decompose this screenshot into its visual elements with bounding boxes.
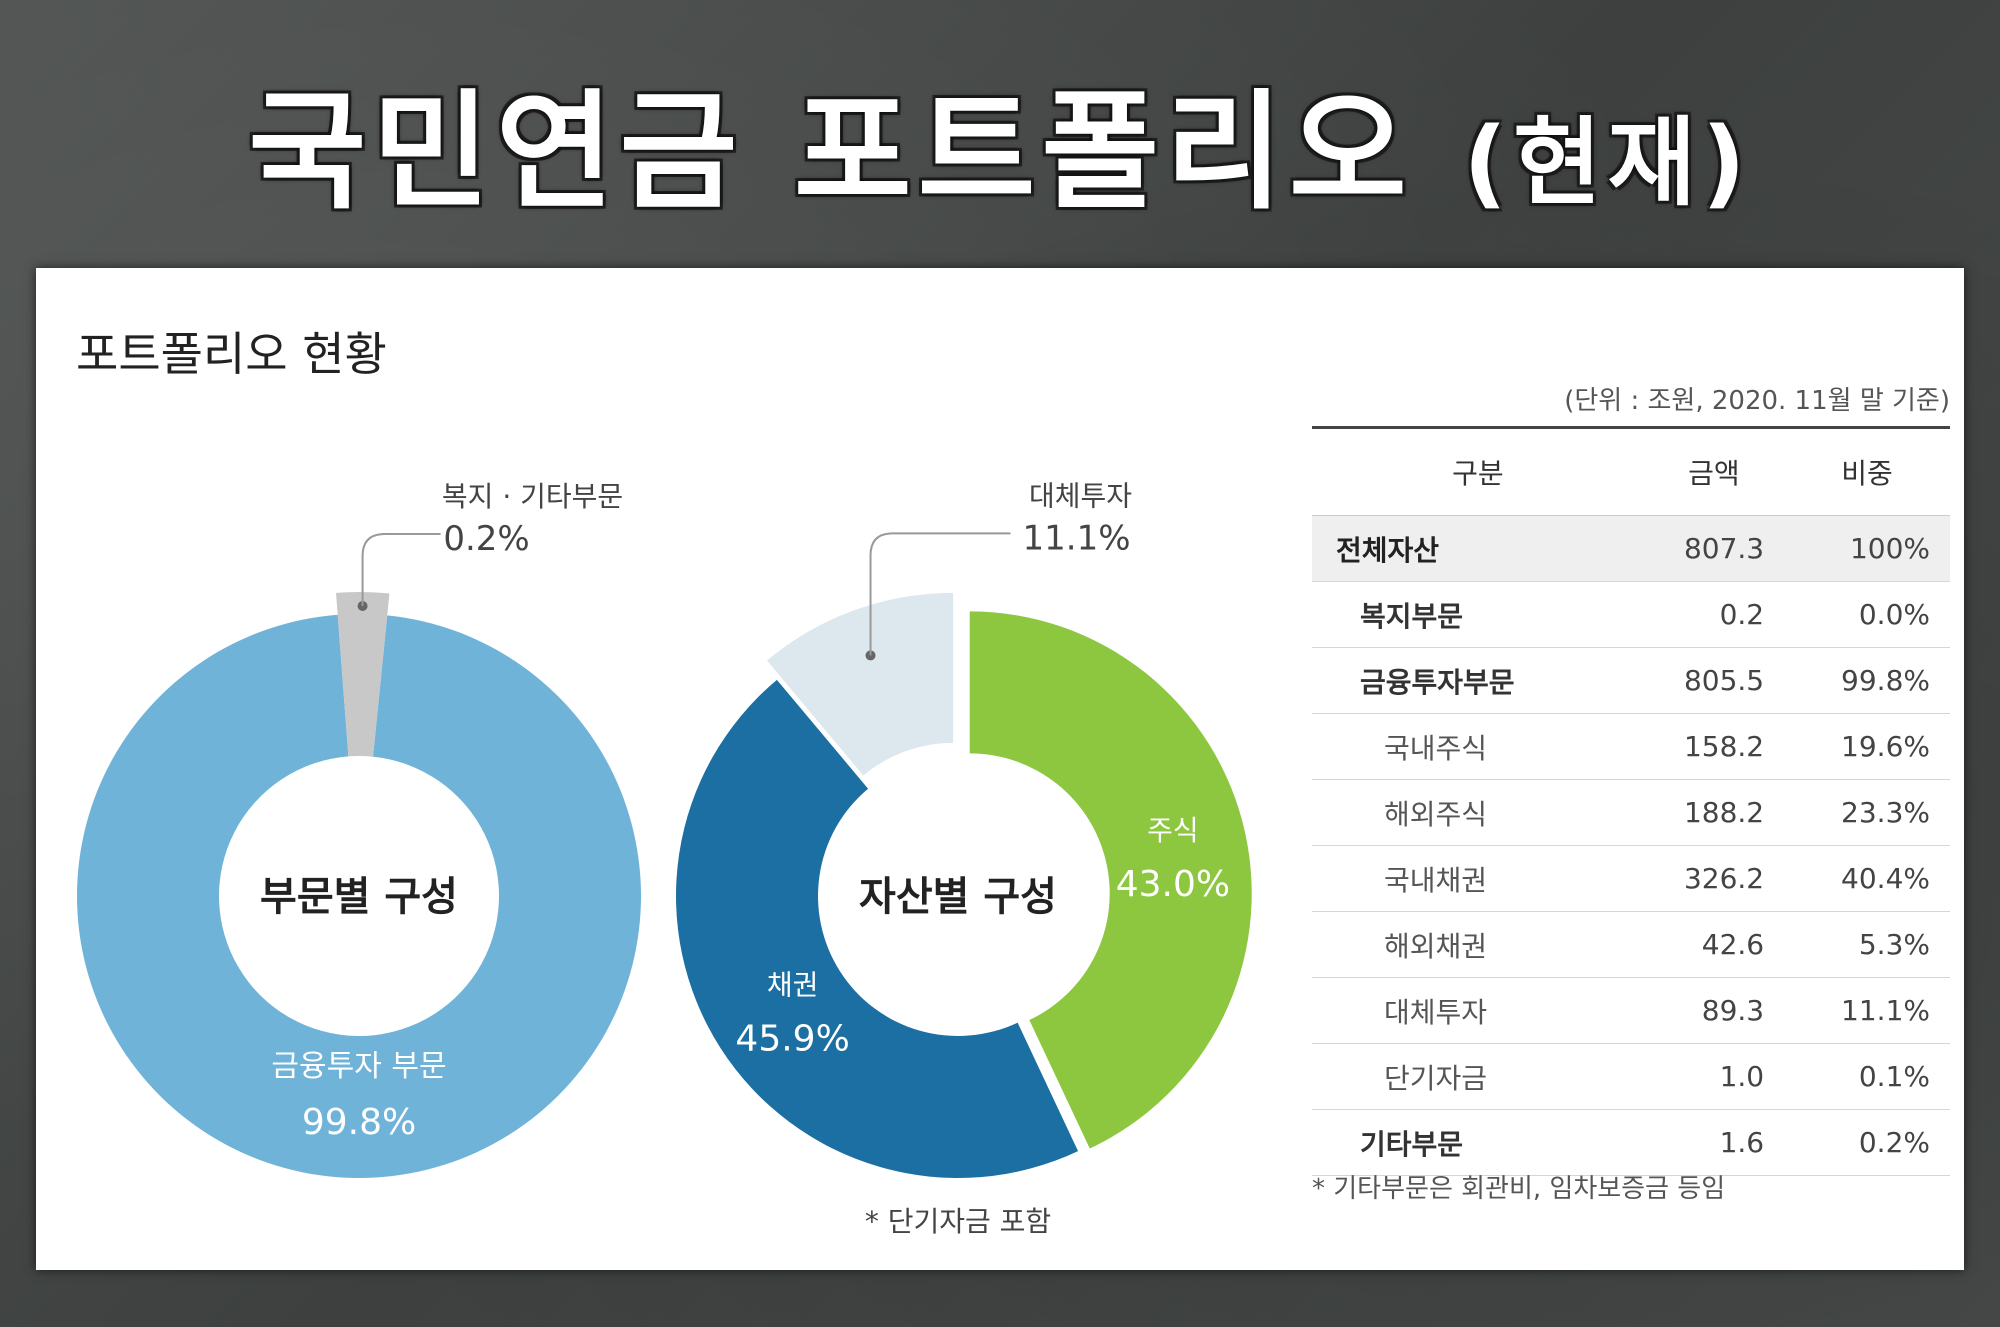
title-paren: (현재) <box>1463 107 1752 219</box>
table-header-row: 구분 금액 비중 <box>1312 426 1950 516</box>
header-share: 비중 <box>1784 426 1950 516</box>
table-row: 대체투자 89.3 11.1% <box>1312 977 1950 1044</box>
row-share: 100% <box>1784 515 1950 582</box>
label-financial-investment: 금융투자 부문 <box>271 1049 446 1084</box>
row-share: 40.4% <box>1784 845 1950 912</box>
row-amount: 1.6 <box>1643 1109 1785 1176</box>
table-body: 전체자산 807.3 100% 복지부문 0.2 0.0% 금융투자부문 805.5 99.8%… <box>1312 515 1950 1176</box>
row-share: 0.0% <box>1784 581 1950 648</box>
center-label-sector: 부문별 구성 <box>260 874 458 920</box>
label-alternatives: 대체투자 <box>1029 479 1132 512</box>
row-category: 전체자산 <box>1312 515 1644 582</box>
header-amount: 금액 <box>1643 426 1785 516</box>
row-category: 해외채권 <box>1312 911 1644 978</box>
value-alternatives: 11.1% <box>1023 518 1131 558</box>
panel-title: 포트폴리오 현황 <box>76 327 387 381</box>
row-category: 해외주식 <box>1312 779 1644 846</box>
unit-note: (단위 : 조원, 2020. 11월 말 기준) <box>1564 386 1950 416</box>
leader-line <box>869 532 1011 656</box>
label-stocks: 주식 <box>1147 814 1199 847</box>
page-title: 국민연금 포트폴리오 (현재) <box>0 48 2000 233</box>
row-amount: 807.3 <box>1643 515 1785 582</box>
slice-stocks <box>969 611 1252 1149</box>
table-row: 국내채권 326.2 40.4% <box>1312 845 1950 912</box>
leader-line <box>361 533 441 607</box>
row-share: 0.2% <box>1784 1109 1950 1176</box>
row-category: 단기자금 <box>1312 1043 1644 1110</box>
row-share: 19.6% <box>1784 713 1950 780</box>
row-amount: 1.0 <box>1643 1043 1785 1110</box>
value-stocks: 43.0% <box>1116 864 1230 905</box>
row-amount: 188.2 <box>1643 779 1785 846</box>
table-row: 전체자산 807.3 100% <box>1312 515 1950 582</box>
table-row: 금융투자부문 805.5 99.8% <box>1312 647 1950 714</box>
table-row: 기타부문 1.6 0.2% <box>1312 1109 1950 1176</box>
chart-footnote: * 단기자금 포함 <box>865 1205 1051 1238</box>
row-category: 금융투자부문 <box>1312 647 1644 714</box>
row-category: 국내채권 <box>1312 845 1644 912</box>
row-amount: 805.5 <box>1643 647 1785 714</box>
row-share: 0.1% <box>1784 1043 1950 1110</box>
row-category: 기타부문 <box>1312 1109 1644 1176</box>
row-share: 11.1% <box>1784 977 1950 1044</box>
table-row: 복지부문 0.2 0.0% <box>1312 581 1950 648</box>
label-welfare-other: 복지 · 기타부문 <box>442 480 623 513</box>
portfolio-panel: 포트폴리오 현황 (단위 : 조원, 2020. 11월 말 기준) 복지 · … <box>36 268 1964 1270</box>
center-label-asset: 자산별 구성 <box>859 874 1057 920</box>
row-amount: 158.2 <box>1643 713 1785 780</box>
row-category: 대체투자 <box>1312 977 1644 1044</box>
row-category: 국내주식 <box>1312 713 1644 780</box>
table-row: 해외채권 42.6 5.3% <box>1312 911 1950 978</box>
table-row: 해외주식 188.2 23.3% <box>1312 779 1950 846</box>
slice-financial-investment <box>77 614 642 1178</box>
row-share: 99.8% <box>1784 647 1950 714</box>
slice-bonds <box>676 679 1079 1178</box>
title-main: 국민연금 포트폴리오 <box>248 78 1413 227</box>
slice-alternatives <box>766 592 954 776</box>
label-bonds: 채권 <box>767 968 819 1001</box>
row-category: 복지부문 <box>1312 581 1644 648</box>
header-category: 구분 <box>1312 426 1644 516</box>
row-share: 5.3% <box>1784 911 1950 978</box>
portfolio-table: 구분 금액 비중 전체자산 807.3 100% 복지부문 0.2 0.0% 금융투자부문 8… <box>1312 426 1950 1176</box>
value-welfare-other: 0.2% <box>443 519 529 559</box>
table-footnote: * 기타부문은 회관비, 임차보증금 등임 <box>1312 1174 1726 1204</box>
value-financial-investment: 99.8% <box>302 1102 416 1143</box>
table-row: 국내주식 158.2 19.6% <box>1312 713 1950 780</box>
row-amount: 89.3 <box>1643 977 1785 1044</box>
row-amount: 42.6 <box>1643 911 1785 978</box>
row-share: 23.3% <box>1784 779 1950 846</box>
table-row: 단기자금 1.0 0.1% <box>1312 1043 1950 1110</box>
row-amount: 0.2 <box>1643 581 1785 648</box>
leader-dot <box>357 601 368 612</box>
row-amount: 326.2 <box>1643 845 1785 912</box>
slice-welfare-other <box>336 592 390 757</box>
value-bonds: 45.9% <box>735 1018 849 1059</box>
